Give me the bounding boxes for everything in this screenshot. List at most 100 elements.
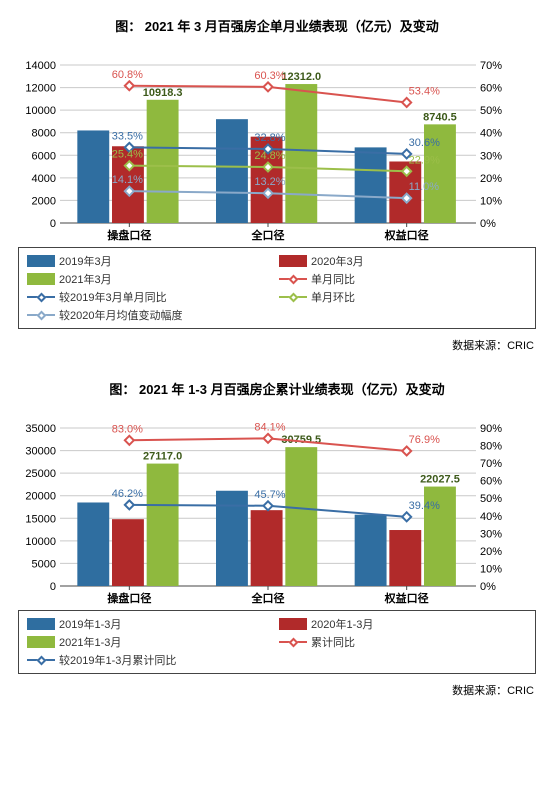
legend-label: 2020年3月 <box>311 253 364 269</box>
legend-item: 较2019年1-3月累计同比 <box>25 651 277 669</box>
chart2-legend: 2019年1-3月 2020年1-3月 2021年1-3月 累计同比较2019年1-3… <box>18 610 536 674</box>
svg-text:27117.0: 27117.0 <box>143 451 182 463</box>
svg-text:10918.3: 10918.3 <box>143 87 183 99</box>
svg-text:15000: 15000 <box>25 513 56 525</box>
legend-label: 累计同比 <box>311 634 355 650</box>
svg-text:6000: 6000 <box>32 150 56 162</box>
legend-label: 2021年1-3月 <box>59 634 121 650</box>
svg-text:40%: 40% <box>480 511 502 523</box>
svg-text:90%: 90% <box>480 423 502 435</box>
svg-text:32.8%: 32.8% <box>254 132 285 144</box>
svg-text:45.7%: 45.7% <box>254 489 285 501</box>
svg-text:50%: 50% <box>480 493 502 505</box>
legend-label: 较2019年3月单月同比 <box>59 289 167 305</box>
legend-item: 较2019年3月单月同比 <box>25 288 277 306</box>
svg-text:0: 0 <box>50 581 56 593</box>
legend-item: 2020年1-3月 <box>277 615 529 633</box>
svg-text:全口径: 全口径 <box>251 228 285 242</box>
chart2-plot: 0 5000 10000 15000 20000 25000 30000 35000 0% 10%… <box>18 408 536 608</box>
svg-text:操盘口径: 操盘口径 <box>107 591 151 605</box>
legend-item: 较2020年月均值变动幅度 <box>25 306 277 324</box>
svg-text:2000: 2000 <box>32 195 56 207</box>
svg-text:11.0%: 11.0% <box>409 181 440 193</box>
svg-text:60.8%: 60.8% <box>112 69 143 81</box>
source-value: CRIC <box>507 685 534 697</box>
svg-text:12312.0: 12312.0 <box>281 71 321 83</box>
svg-text:46.2%: 46.2% <box>112 488 143 500</box>
svg-text:20000: 20000 <box>25 491 56 503</box>
legend-label: 单月同比 <box>311 271 355 287</box>
svg-text:83.0%: 83.0% <box>112 423 143 435</box>
legend-label: 2021年3月 <box>59 271 112 287</box>
svg-text:10%: 10% <box>480 195 502 207</box>
svg-text:10000: 10000 <box>25 105 56 117</box>
svg-text:84.1%: 84.1% <box>254 421 285 433</box>
legend-item: 2021年1-3月 <box>25 633 277 651</box>
svg-text:8000: 8000 <box>32 128 56 140</box>
legend-item: 累计同比 <box>277 633 529 651</box>
svg-text:14.1%: 14.1% <box>112 174 143 186</box>
svg-text:20%: 20% <box>480 173 502 185</box>
legend-item: 2021年3月 <box>25 270 277 288</box>
svg-text:25000: 25000 <box>25 468 56 480</box>
source-value: CRIC <box>507 340 534 352</box>
svg-text:20%: 20% <box>480 546 502 558</box>
svg-text:10000: 10000 <box>25 536 56 548</box>
legend-label: 2020年1-3月 <box>311 616 373 632</box>
svg-text:30%: 30% <box>480 150 502 162</box>
chart1-source: 数据来源：CRIC <box>0 333 554 363</box>
svg-text:5000: 5000 <box>32 558 56 570</box>
svg-text:40%: 40% <box>480 128 502 140</box>
svg-text:全口径: 全口径 <box>251 591 285 605</box>
legend-item: 2020年3月 <box>277 252 529 270</box>
svg-text:60%: 60% <box>480 476 502 488</box>
svg-text:操盘口径: 操盘口径 <box>107 228 151 242</box>
svg-text:22.9%: 22.9% <box>409 154 440 166</box>
chart1-legend: 2019年3月 2020年3月 2021年3月 单月同比较2019年3月单月同比 单月环… <box>18 247 536 329</box>
chart1-plot: 0 2000 4000 6000 8000 10000 12000 14000 0% 10% 20%… <box>18 45 536 245</box>
svg-text:30.6%: 30.6% <box>409 137 440 149</box>
chart2-block: 图： 2021 年 1-3 月百强房企累计业绩表现（亿元）及变动 0 5000 10… <box>0 363 554 678</box>
legend-item: 单月同比 <box>277 270 529 288</box>
svg-text:0: 0 <box>50 218 56 230</box>
svg-text:39.4%: 39.4% <box>409 500 440 512</box>
svg-text:50%: 50% <box>480 105 502 117</box>
svg-text:0%: 0% <box>480 218 496 230</box>
legend-item: 2019年3月 <box>25 252 277 270</box>
svg-text:60%: 60% <box>480 83 502 95</box>
svg-text:33.5%: 33.5% <box>112 130 143 142</box>
svg-text:30%: 30% <box>480 528 502 540</box>
legend-item: 单月环比 <box>277 288 529 306</box>
svg-text:8740.5: 8740.5 <box>423 111 457 123</box>
chart2-svg: 0 5000 10000 15000 20000 25000 30000 35000 0% 10%… <box>18 408 516 608</box>
svg-text:24.8%: 24.8% <box>254 150 285 162</box>
legend-label: 2019年3月 <box>59 253 112 269</box>
chart1-svg: 0 2000 4000 6000 8000 10000 12000 14000 0% 10% 20%… <box>18 45 516 245</box>
svg-text:35000: 35000 <box>25 423 56 435</box>
legend-label: 较2020年月均值变动幅度 <box>59 307 182 323</box>
legend-label: 较2019年1-3月累计同比 <box>59 652 176 668</box>
svg-text:22027.5: 22027.5 <box>420 474 460 486</box>
chart1-block: 图： 2021 年 3 月百强房企单月业绩表现（亿元）及变动 0 2000 4000… <box>0 0 554 333</box>
svg-text:10%: 10% <box>480 563 502 575</box>
legend-item: 2019年1-3月 <box>25 615 277 633</box>
svg-text:30000: 30000 <box>25 446 56 458</box>
svg-text:12000: 12000 <box>25 83 56 95</box>
svg-text:25.4%: 25.4% <box>112 149 143 161</box>
svg-text:70%: 70% <box>480 60 502 72</box>
svg-text:权益口径: 权益口径 <box>384 228 429 242</box>
chart2-source: 数据来源：CRIC <box>0 678 554 708</box>
legend-label: 2019年1-3月 <box>59 616 121 632</box>
svg-text:13.2%: 13.2% <box>254 176 285 188</box>
svg-text:53.4%: 53.4% <box>409 85 440 97</box>
source-prefix: 数据来源： <box>452 685 507 697</box>
chart1-title: 图： 2021 年 3 月百强房企单月业绩表现（亿元）及变动 <box>18 16 536 35</box>
svg-text:76.9%: 76.9% <box>409 434 440 446</box>
chart2-title: 图： 2021 年 1-3 月百强房企累计业绩表现（亿元）及变动 <box>18 379 536 398</box>
svg-text:0%: 0% <box>480 581 496 593</box>
source-prefix: 数据来源： <box>452 340 507 352</box>
svg-text:14000: 14000 <box>25 60 56 72</box>
svg-text:70%: 70% <box>480 458 502 470</box>
svg-text:4000: 4000 <box>32 173 56 185</box>
svg-text:80%: 80% <box>480 441 502 453</box>
